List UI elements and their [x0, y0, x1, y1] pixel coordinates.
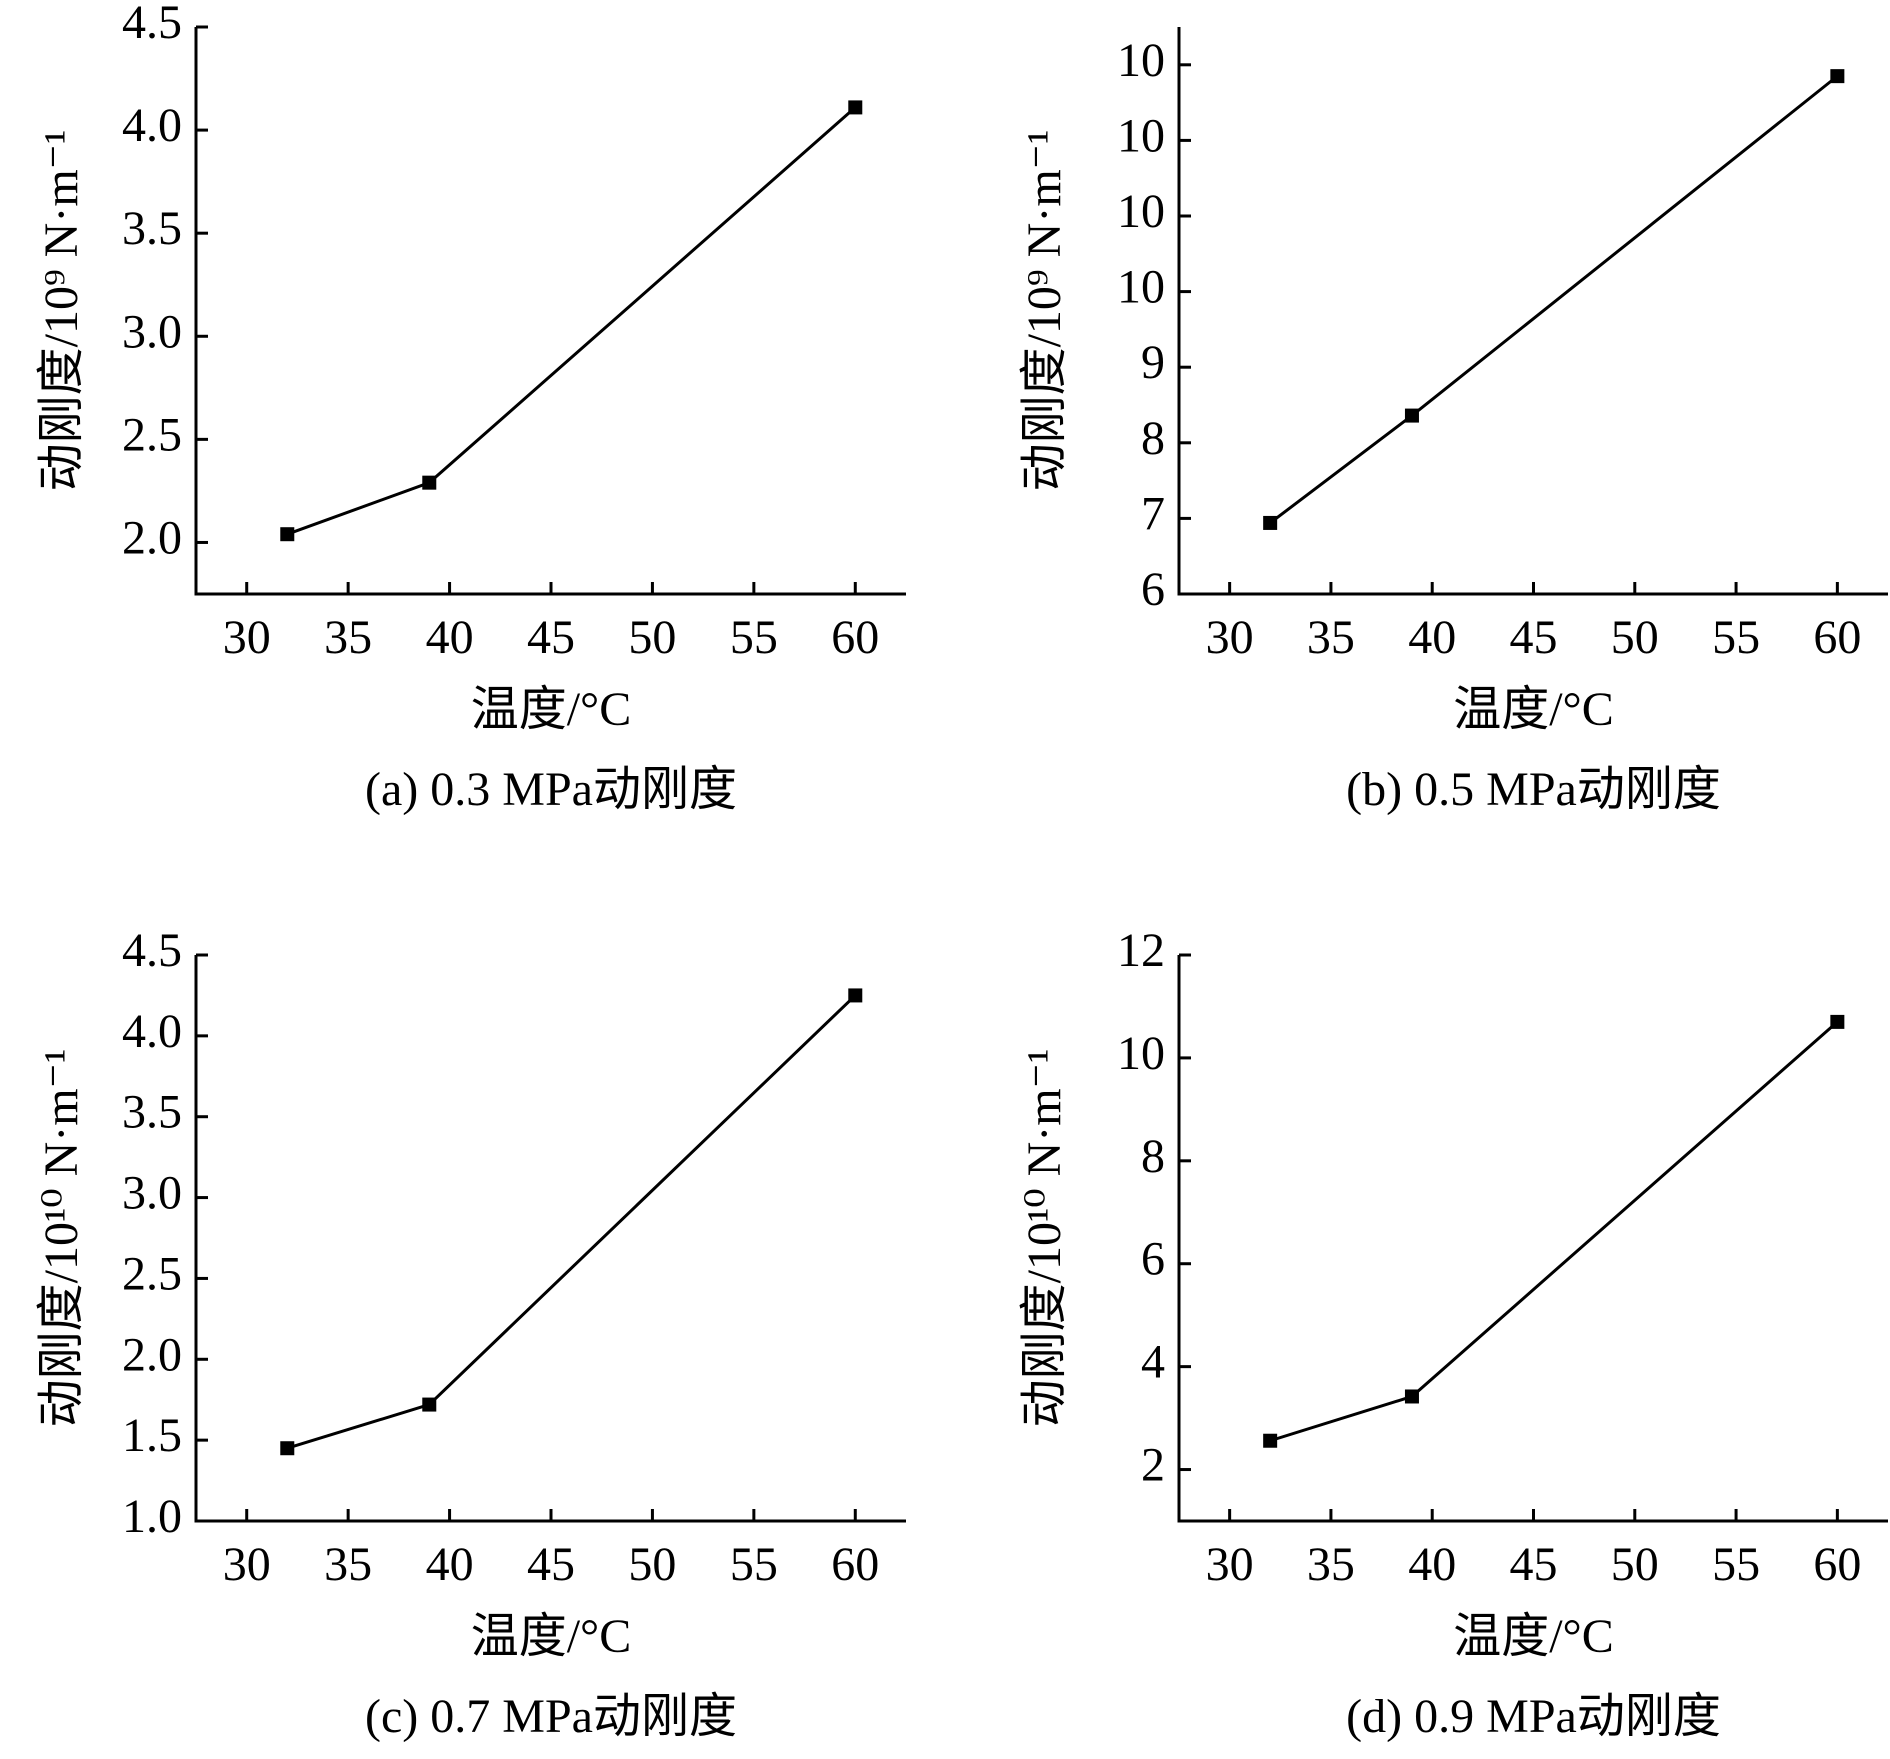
subplot: 6 7 8 9 10 10 10 10 30 35 40 45 50 55 60 温度/°C (b) 0.5 M… [1018, 27, 1888, 816]
x-tick-label: 40 [1408, 1538, 1456, 1591]
y-tick-label: 6 [1141, 563, 1165, 616]
data-point [1830, 1014, 1845, 1029]
y-tick-label: 3.5 [122, 202, 182, 255]
data-point [1404, 1389, 1419, 1404]
y-tick-label: 2.5 [122, 1247, 182, 1300]
y-axis-label: 动刚度/10¹⁰ N·m⁻¹ [35, 1049, 88, 1428]
data-point [1830, 69, 1845, 84]
x-tick-label: 55 [1712, 1538, 1760, 1591]
caption: (a) 0.3 MPa动刚度 [365, 763, 737, 816]
y-tick-label: 10 [1117, 34, 1165, 87]
data-point [848, 100, 863, 115]
x-tick-label: 30 [223, 611, 271, 664]
x-tick-label: 35 [324, 611, 372, 664]
data-point [848, 988, 863, 1003]
y-tick-label: 6 [1141, 1233, 1165, 1286]
x-tick-label: 30 [1206, 611, 1254, 664]
y-tick-label: 12 [1117, 924, 1165, 977]
x-tick-label: 40 [426, 1538, 474, 1591]
data-point [280, 1441, 295, 1456]
y-tick-label: 10 [1117, 185, 1165, 238]
subplot: 1.0 1.5 2.0 2.5 3.0 3.5 4.0 4.5 30 35 40 45 50 55 60 温度… [35, 924, 906, 1743]
x-tick-label: 50 [1611, 611, 1659, 664]
x-axis-label: 温度/°C [471, 683, 632, 736]
x-tick-label: 45 [1510, 1538, 1558, 1591]
data-point [1263, 1433, 1278, 1448]
data-line [1269, 74, 1839, 525]
y-tick-label: 3.5 [122, 1086, 182, 1139]
x-tick-label: 55 [730, 611, 778, 664]
x-tick-label: 50 [1611, 1538, 1659, 1591]
x-tick-label: 35 [1307, 1538, 1355, 1591]
y-tick-label: 10 [1117, 261, 1165, 314]
y-tick-label: 4.5 [122, 0, 182, 49]
axes [1177, 27, 1888, 596]
data-line [286, 994, 857, 1450]
y-tick-label: 8 [1141, 1130, 1165, 1183]
x-axis-label: 温度/°C [1453, 683, 1614, 736]
y-axis-label: 动刚度/10¹⁰ N·m⁻¹ [1018, 1049, 1071, 1428]
y-axis-label: 动刚度/10⁹ N·m⁻¹ [35, 130, 88, 492]
caption: (d) 0.9 MPa动刚度 [1346, 1690, 1721, 1743]
x-tick-label: 45 [527, 1538, 575, 1591]
y-tick-label: 8 [1141, 412, 1165, 465]
subplot: 2.0 2.5 3.0 3.5 4.0 4.5 30 35 40 45 50 55 60 温度/°C (a)… [35, 0, 906, 816]
x-tick-label: 50 [628, 611, 676, 664]
axes [194, 27, 906, 596]
x-tick-label: 30 [223, 1538, 271, 1591]
x-tick-label: 55 [730, 1538, 778, 1591]
axes [194, 955, 906, 1523]
x-tick-label: 60 [831, 611, 879, 664]
x-tick-label: 40 [1408, 611, 1456, 664]
y-tick-label: 3.0 [122, 1167, 182, 1220]
x-tick-label: 60 [831, 1538, 879, 1591]
x-tick-label: 60 [1813, 611, 1861, 664]
y-tick-label: 4.0 [122, 99, 182, 152]
x-tick-label: 45 [527, 611, 575, 664]
y-tick-label: 3.0 [122, 305, 182, 358]
y-tick-label: 4.0 [122, 1005, 182, 1058]
y-tick-label: 9 [1141, 336, 1165, 389]
y-tick-label: 10 [1117, 1027, 1165, 1080]
y-tick-label: 1.5 [122, 1409, 182, 1462]
data-line [1269, 1020, 1839, 1443]
data-line [286, 106, 857, 536]
y-tick-label: 2.0 [122, 511, 182, 564]
x-tick-label: 30 [1206, 1538, 1254, 1591]
data-point [280, 527, 295, 542]
y-tick-label: 2 [1141, 1439, 1165, 1492]
x-tick-label: 40 [426, 611, 474, 664]
x-tick-label: 35 [324, 1538, 372, 1591]
y-tick-label: 2.5 [122, 408, 182, 461]
data-point [422, 1397, 437, 1412]
y-tick-label: 2.0 [122, 1328, 182, 1381]
x-axis-label: 温度/°C [1453, 1610, 1614, 1663]
x-tick-label: 45 [1510, 611, 1558, 664]
y-tick-label: 10 [1117, 109, 1165, 162]
y-tick-label: 4 [1141, 1336, 1165, 1389]
subplot: 2 4 6 8 10 12 30 35 40 45 50 55 60 温度/°C (d) 0.9 MPa动刚… [1018, 924, 1888, 1743]
x-tick-label: 50 [628, 1538, 676, 1591]
x-axis-label: 温度/°C [471, 1610, 632, 1663]
y-axis-label: 动刚度/10⁹ N·m⁻¹ [1018, 130, 1071, 492]
x-tick-label: 60 [1813, 1538, 1861, 1591]
caption: (b) 0.5 MPa动刚度 [1346, 763, 1721, 816]
y-tick-label: 7 [1141, 487, 1165, 540]
data-point [1404, 408, 1419, 423]
data-point [1263, 515, 1278, 530]
axes [1177, 955, 1888, 1523]
y-tick-label: 4.5 [122, 924, 182, 977]
x-tick-label: 55 [1712, 611, 1760, 664]
x-tick-label: 35 [1307, 611, 1355, 664]
data-point [422, 475, 437, 490]
y-tick-label: 1.0 [122, 1490, 182, 1543]
caption: (c) 0.7 MPa动刚度 [365, 1690, 737, 1743]
